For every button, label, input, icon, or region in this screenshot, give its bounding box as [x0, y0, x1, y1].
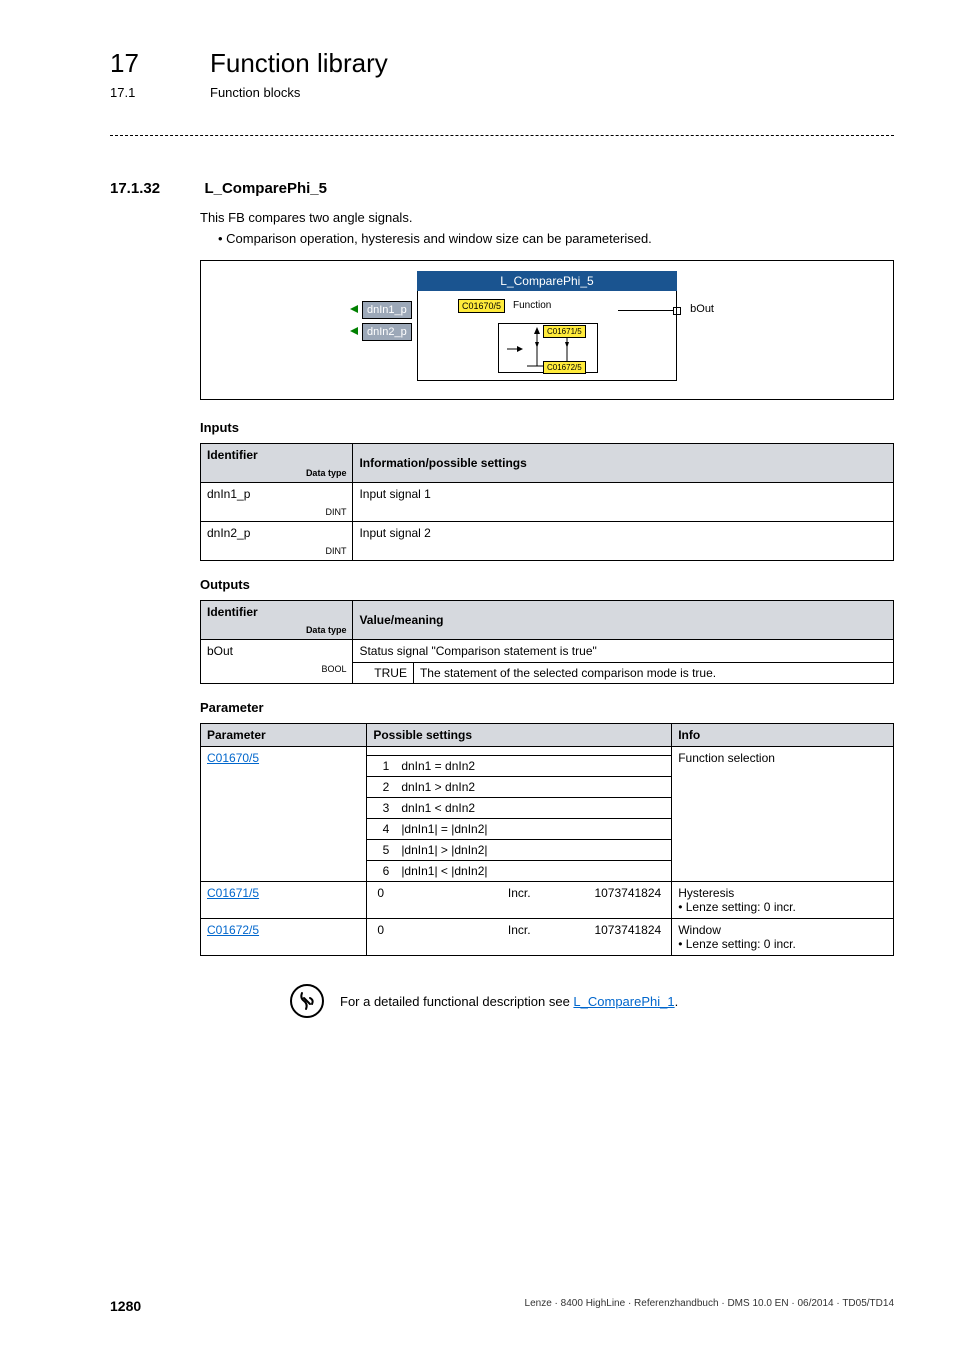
- col-info: Info: [672, 724, 894, 747]
- inputs-table: Identifier Data type Information/possibl…: [200, 443, 894, 561]
- section-number: 17.1.32: [110, 180, 200, 197]
- input-port-2: dnIn2_p: [362, 323, 412, 341]
- tip-text: For a detailed functional description se…: [340, 994, 678, 1009]
- output-port: bOut: [690, 303, 714, 315]
- sub-number: 17.1: [110, 85, 135, 100]
- col-value: Value/meaning: [353, 601, 894, 640]
- col-identifier: Identifier Data type: [201, 601, 353, 640]
- footer-info: Lenze · 8400 HighLine · Referenzhandbuch…: [525, 1298, 894, 1314]
- parameter-heading: Parameter: [200, 700, 894, 715]
- bullet-text: • Comparison operation, hysteresis and w…: [218, 231, 894, 246]
- param-link[interactable]: C01671/5: [207, 886, 259, 900]
- hyst-code: C01671/5: [543, 325, 586, 338]
- param-link[interactable]: C01670/5: [207, 751, 259, 765]
- parameter-table: Parameter Possible settings Info C01670/…: [200, 723, 894, 956]
- tip-link[interactable]: L_ComparePhi_1: [573, 994, 674, 1009]
- col-identifier: Identifier Data type: [201, 444, 353, 483]
- table-row: C01672/5 0Incr.1073741824 Window• Lenze …: [201, 919, 894, 956]
- table-row: C01671/5 0Incr.1073741824 Hysteresis• Le…: [201, 882, 894, 919]
- win-code: C01672/5: [543, 361, 586, 374]
- tip-note: For a detailed functional description se…: [290, 984, 894, 1018]
- arrow-icon: [350, 305, 358, 313]
- sub-title: Function blocks: [210, 85, 300, 100]
- param-link[interactable]: C01672/5: [207, 923, 259, 937]
- col-settings: Possible settings: [367, 724, 672, 747]
- col-parameter: Parameter: [201, 724, 367, 747]
- input-port-1: dnIn1_p: [362, 301, 412, 319]
- intro-text: This FB compares two angle signals.: [200, 210, 894, 225]
- block-diagram: L_ComparePhi_5 dnIn1_p dnIn2_p C01670/5 …: [200, 260, 894, 400]
- separator-line: [110, 135, 894, 136]
- chapter-number: 17: [110, 48, 139, 79]
- tip-icon: [290, 984, 324, 1018]
- page-number: 1280: [110, 1298, 141, 1314]
- outputs-table: Identifier Data type Value/meaning bOutB…: [200, 600, 894, 684]
- out-wire: [618, 310, 673, 311]
- arrow-icon: [350, 327, 358, 335]
- table-row: dnIn2_pDINT Input signal 2: [201, 522, 894, 561]
- table-row: dnIn1_pDINT Input signal 1: [201, 483, 894, 522]
- outputs-heading: Outputs: [200, 577, 894, 592]
- diagram-title: L_ComparePhi_5: [417, 271, 677, 291]
- function-label: Function: [513, 300, 551, 311]
- table-row: bOutBOOL Status signal "Comparison state…: [201, 640, 894, 663]
- output-terminal: [673, 307, 681, 315]
- col-info: Information/possible settings: [353, 444, 894, 483]
- section-header: 17.1.32 L_ComparePhi_5: [110, 180, 894, 198]
- table-row: C01670/5 Function selection: [201, 747, 894, 756]
- chapter-title: Function library: [210, 48, 388, 79]
- inputs-heading: Inputs: [200, 420, 894, 435]
- section-title: L_ComparePhi_5: [204, 180, 327, 197]
- page-footer: 1280 Lenze · 8400 HighLine · Referenzhan…: [110, 1298, 894, 1314]
- function-code: C01670/5: [458, 299, 505, 313]
